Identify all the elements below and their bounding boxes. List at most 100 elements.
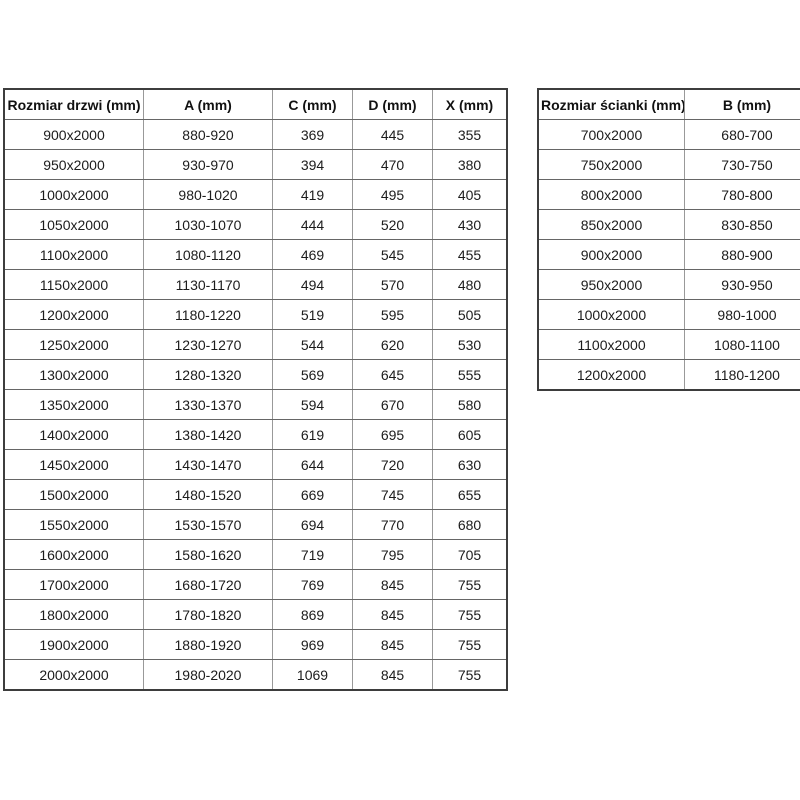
table-cell: 969 <box>272 629 353 660</box>
table-cell: 1430-1470 <box>143 449 273 480</box>
table-cell: 1080-1100 <box>684 329 800 360</box>
table-cell: 795 <box>352 539 433 570</box>
table-cell: 845 <box>352 569 433 600</box>
table-cell: 950x2000 <box>3 149 144 180</box>
table-cell: 705 <box>432 539 508 570</box>
table-cell: 1100x2000 <box>3 239 144 270</box>
table-cell: 950x2000 <box>537 269 685 300</box>
table-cell: 719 <box>272 539 353 570</box>
table-cell: 369 <box>272 119 353 150</box>
table-cell: 1550x2000 <box>3 509 144 540</box>
table-cell: 900x2000 <box>537 239 685 270</box>
table-cell: 900x2000 <box>3 119 144 150</box>
table-cell: 1069 <box>272 659 353 691</box>
table-header-cell: A (mm) <box>143 88 273 120</box>
table-cell: 455 <box>432 239 508 270</box>
table-cell: 519 <box>272 299 353 330</box>
table-cell: 1150x2000 <box>3 269 144 300</box>
table-cell: 644 <box>272 449 353 480</box>
table-cell: 1050x2000 <box>3 209 144 240</box>
table-cell: 1480-1520 <box>143 479 273 510</box>
table-cell: 495 <box>352 179 433 210</box>
table-header-cell: Rozmiar drzwi (mm) <box>3 88 144 120</box>
table-cell: 769 <box>272 569 353 600</box>
table-cell: 1200x2000 <box>3 299 144 330</box>
table-cell: 1900x2000 <box>3 629 144 660</box>
table-cell: 594 <box>272 389 353 420</box>
table-cell: 505 <box>432 299 508 330</box>
table-cell: 845 <box>352 629 433 660</box>
table-cell: 695 <box>352 419 433 450</box>
table-cell: 930-970 <box>143 149 273 180</box>
table-header-cell: Rozmiar ścianki (mm) <box>537 88 685 120</box>
table-cell: 694 <box>272 509 353 540</box>
table-cell: 1530-1570 <box>143 509 273 540</box>
table-cell: 1130-1170 <box>143 269 273 300</box>
table-cell: 530 <box>432 329 508 360</box>
table-cell: 480 <box>432 269 508 300</box>
table-cell: 1680-1720 <box>143 569 273 600</box>
table-cell: 430 <box>432 209 508 240</box>
table-cell: 1100x2000 <box>537 329 685 360</box>
table-cell: 570 <box>352 269 433 300</box>
table-row: 950x2000 930-950 <box>537 269 800 300</box>
table-cell: 680 <box>432 509 508 540</box>
table-row: 1100x2000 1080-1120 469 545 455 <box>3 239 508 270</box>
table-row: 1550x2000 1530-1570 694 770 680 <box>3 509 508 540</box>
table-cell: 845 <box>352 599 433 630</box>
table-cell: 1080-1120 <box>143 239 273 270</box>
table-cell: 745 <box>352 479 433 510</box>
table-cell: 720 <box>352 449 433 480</box>
table-cell: 445 <box>352 119 433 150</box>
table-cell: 1180-1220 <box>143 299 273 330</box>
table-row: 2000x2000 1980-2020 1069 845 755 <box>3 659 508 691</box>
table-cell: 755 <box>432 599 508 630</box>
table-cell: 980-1020 <box>143 179 273 210</box>
table-row: 950x2000 930-970 394 470 380 <box>3 149 508 180</box>
table-cell: 1700x2000 <box>3 569 144 600</box>
table-cell: 2000x2000 <box>3 659 144 691</box>
table-row: 1100x2000 1080-1100 <box>537 329 800 360</box>
table-row: 1000x2000 980-1000 <box>537 299 800 330</box>
table-cell: 1450x2000 <box>3 449 144 480</box>
table-header-cell: X (mm) <box>432 88 508 120</box>
table-cell: 830-850 <box>684 209 800 240</box>
table-row: 1800x2000 1780-1820 869 845 755 <box>3 599 508 630</box>
table-cell: 1300x2000 <box>3 359 144 390</box>
table-cell: 520 <box>352 209 433 240</box>
table-cell: 555 <box>432 359 508 390</box>
table-cell: 470 <box>352 149 433 180</box>
table-cell: 595 <box>352 299 433 330</box>
table-cell: 1030-1070 <box>143 209 273 240</box>
table-cell: 1400x2000 <box>3 419 144 450</box>
table-row: 1500x2000 1480-1520 669 745 655 <box>3 479 508 510</box>
table-cell: 980-1000 <box>684 299 800 330</box>
table-cell: 755 <box>432 659 508 691</box>
table-cell: 580 <box>432 389 508 420</box>
table-header-cell: C (mm) <box>272 88 353 120</box>
table-cell: 469 <box>272 239 353 270</box>
door-sizes-table: Rozmiar drzwi (mm) A (mm) C (mm) D (mm) X (m… <box>3 88 508 691</box>
table-row: 900x2000 880-900 <box>537 239 800 270</box>
table-row: 1450x2000 1430-1470 644 720 630 <box>3 449 508 480</box>
table-cell: 1800x2000 <box>3 599 144 630</box>
table-cell: 869 <box>272 599 353 630</box>
table-header-cell: D (mm) <box>352 88 433 120</box>
table-cell: 1600x2000 <box>3 539 144 570</box>
table-cell: 645 <box>352 359 433 390</box>
table-row: 1200x2000 1180-1200 <box>537 359 800 391</box>
table-cell: 755 <box>432 629 508 660</box>
table-row: 1600x2000 1580-1620 719 795 705 <box>3 539 508 570</box>
table-cell: 880-920 <box>143 119 273 150</box>
table-row: 1050x2000 1030-1070 444 520 430 <box>3 209 508 240</box>
table-cell: 630 <box>432 449 508 480</box>
wall-sizes-table: Rozmiar ścianki (mm) B (mm) 700x2000 680-70… <box>537 88 800 391</box>
table-cell: 605 <box>432 419 508 450</box>
table-cell: 419 <box>272 179 353 210</box>
table-row: 1350x2000 1330-1370 594 670 580 <box>3 389 508 420</box>
table-cell: 1880-1920 <box>143 629 273 660</box>
table-cell: 930-950 <box>684 269 800 300</box>
table-cell: 750x2000 <box>537 149 685 180</box>
table-row: 1700x2000 1680-1720 769 845 755 <box>3 569 508 600</box>
